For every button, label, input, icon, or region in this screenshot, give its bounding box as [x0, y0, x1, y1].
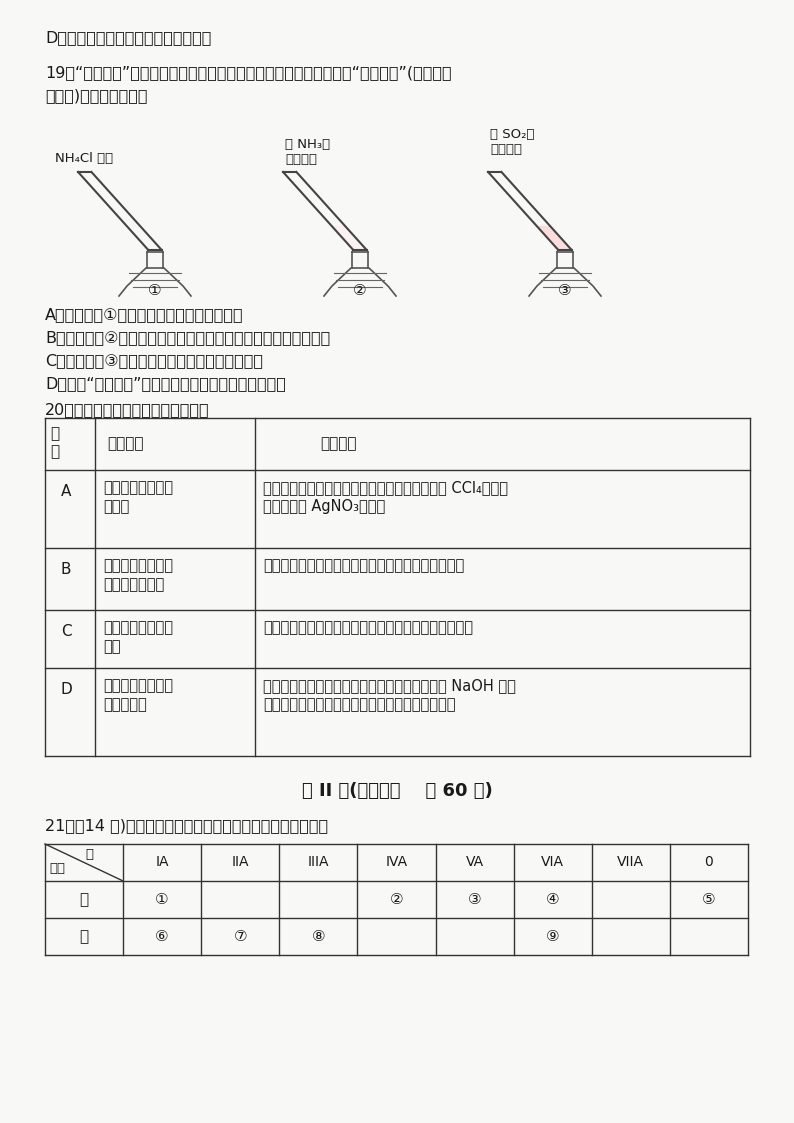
Text: ①: ① — [156, 892, 169, 907]
Text: 选: 选 — [50, 426, 59, 441]
Text: 19．“封管实验”具有简易、方便、节约、绻色等优点，下列关于三个“封管实验”(夹持装置: 19．“封管实验”具有简易、方便、节约、绻色等优点，下列关于三个“封管实验”(夹… — [45, 65, 452, 80]
Polygon shape — [332, 227, 367, 250]
Text: 反应: 反应 — [103, 639, 121, 654]
Text: 中和至碱性，再加入新制的氢氧化铜悬浊液并加热: 中和至碱性，再加入新制的氢氧化铜悬浊液并加热 — [263, 697, 456, 712]
Text: ⑥: ⑥ — [156, 929, 169, 944]
Text: VIIA: VIIA — [617, 855, 645, 869]
Text: ②: ② — [390, 892, 403, 907]
Text: 三: 三 — [79, 929, 89, 944]
Text: 代反应: 代反应 — [103, 499, 129, 514]
Text: IA: IA — [156, 855, 169, 869]
Text: 21．（14 分)下表是元素周期表的一部分，请回答有关问题：: 21．（14 分)下表是元素周期表的一部分，请回答有关问题： — [45, 818, 328, 833]
Text: 验证蔗糖水解的产: 验证蔗糖水解的产 — [103, 678, 173, 693]
Text: 将铜丝在酒精灯外焰炁烧变黑后，趁热伸入无水乙醇中: 将铜丝在酒精灯外焰炁烧变黑后，趁热伸入无水乙醇中 — [263, 620, 473, 634]
Text: C．加热时，③中溶液变红，冷却后溶液红色褮去: C．加热时，③中溶液变红，冷却后溶液红色褮去 — [45, 353, 263, 368]
Text: 物有葡萄糖: 物有葡萄糖 — [103, 697, 147, 712]
Text: 0: 0 — [704, 855, 713, 869]
Text: D: D — [61, 682, 73, 697]
Text: C: C — [61, 624, 71, 639]
Text: 二: 二 — [79, 892, 89, 907]
Text: 含 SO₂的
品红溶液: 含 SO₂的 品红溶液 — [490, 128, 534, 156]
Polygon shape — [538, 227, 572, 250]
Text: 20．下列实验不能达到实验目的的是: 20．下列实验不能达到实验目的的是 — [45, 402, 210, 417]
Text: 项: 项 — [50, 444, 59, 459]
Text: B: B — [61, 562, 71, 577]
Text: VA: VA — [465, 855, 484, 869]
Text: B．加热时，②中溶液从红色变浅至几乎无色，冷却后又恢复红色: B．加热时，②中溶液从红色变浅至几乎无色，冷却后又恢复红色 — [45, 330, 330, 345]
Text: IVA: IVA — [385, 855, 407, 869]
Text: 瓶后，导入 AgNO₃溶液中: 瓶后，导入 AgNO₃溶液中 — [263, 499, 385, 514]
Text: 未画出)的说法错误的是: 未画出)的说法错误的是 — [45, 88, 148, 103]
Text: ②: ② — [353, 283, 367, 298]
Text: A: A — [61, 484, 71, 499]
Text: NH₄Cl 固体: NH₄Cl 固体 — [55, 152, 113, 165]
Text: IIIA: IIIA — [307, 855, 330, 869]
Text: ③: ③ — [468, 892, 481, 907]
Text: 含 NH₃的
酚酞溶液: 含 NH₃的 酚酞溶液 — [285, 138, 330, 166]
Text: 第 II 卷(非选择题    共 60 分): 第 II 卷(非选择题 共 60 分) — [302, 782, 492, 800]
Text: 探究乙醇催化氧化: 探究乙醇催化氧化 — [103, 620, 173, 634]
Text: ⑧: ⑧ — [311, 929, 326, 944]
Text: ⑨: ⑨ — [546, 929, 560, 944]
Text: 将石蜡油加强热产生的气体通入溴的四氯化碳溶液中: 将石蜡油加强热产生的气体通入溴的四氯化碳溶液中 — [263, 558, 464, 573]
Text: 实验步骤: 实验步骤 — [320, 436, 357, 451]
Text: 验证石蜡油分解的: 验证石蜡油分解的 — [103, 558, 173, 573]
Text: 取蔗糖溶液加入稀硫酸，水浴加热几分钟后，用 NaOH 溶液: 取蔗糖溶液加入稀硫酸，水浴加热几分钟后，用 NaOH 溶液 — [263, 678, 516, 693]
Text: 苯与溴水混合后，加入铁粉，将生成气体经过盛 CCl₄的洗气: 苯与溴水混合后，加入铁粉，将生成气体经过盛 CCl₄的洗气 — [263, 480, 508, 495]
Text: 验证苯与溴发生取: 验证苯与溴发生取 — [103, 480, 173, 495]
Text: IIA: IIA — [232, 855, 249, 869]
Text: ⑦: ⑦ — [233, 929, 247, 944]
Text: 族: 族 — [86, 848, 94, 861]
Text: 周期: 周期 — [49, 862, 65, 875]
Text: ①: ① — [148, 283, 162, 298]
Text: D．三个“封管实验”中所发生的化学反应都是可逆反应: D．三个“封管实验”中所发生的化学反应都是可逆反应 — [45, 376, 286, 391]
Text: ③: ③ — [558, 283, 572, 298]
Text: 产物中含有烯烃: 产物中含有烯烃 — [103, 577, 164, 592]
Text: A．加热时，①中白色固体从下部转移到上部: A．加热时，①中白色固体从下部转移到上部 — [45, 307, 244, 322]
Text: ⑤: ⑤ — [702, 892, 715, 907]
Text: 实验目的: 实验目的 — [107, 436, 144, 451]
Text: VIA: VIA — [542, 855, 565, 869]
Text: D．锶的最高价氧化物的水化物是强酸: D．锶的最高价氧化物的水化物是强酸 — [45, 30, 211, 45]
Text: ④: ④ — [546, 892, 560, 907]
